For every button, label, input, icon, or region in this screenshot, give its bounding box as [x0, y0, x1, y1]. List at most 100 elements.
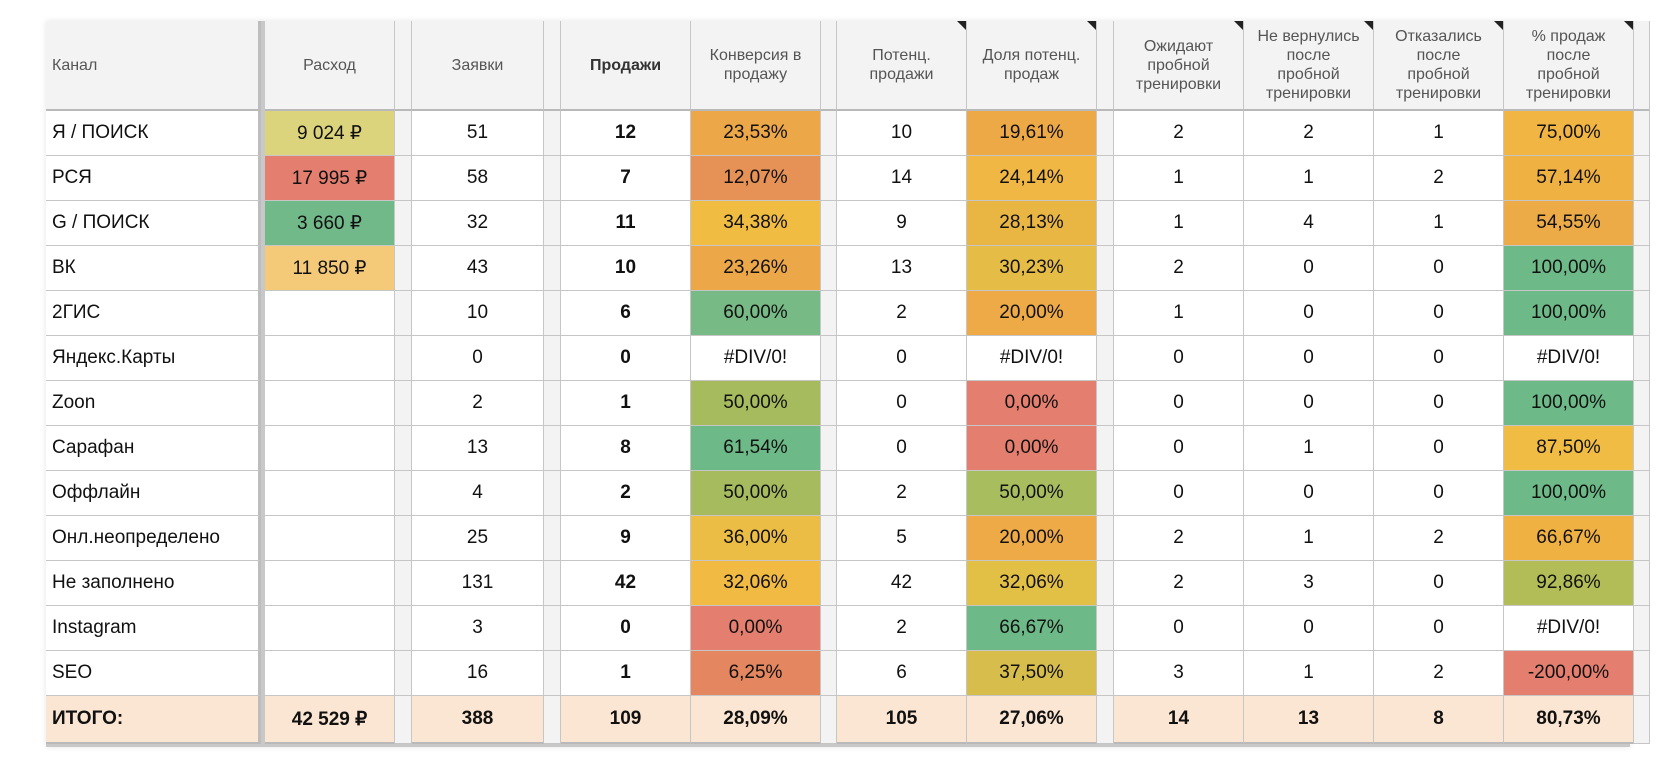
column-spacer-header[interactable]: [1634, 21, 1650, 111]
cell-not-returned[interactable]: 2: [1244, 111, 1374, 156]
header-expense[interactable]: Расход: [265, 21, 395, 111]
cell-conversion[interactable]: 23,26%: [691, 246, 821, 291]
column-spacer[interactable]: [395, 246, 412, 291]
cell-conversion[interactable]: 34,38%: [691, 201, 821, 246]
cell-channel[interactable]: 2ГИС: [46, 291, 261, 336]
cell-expense[interactable]: 11 850 ₽: [265, 246, 395, 291]
cell-potential-share[interactable]: 32,06%: [967, 561, 1097, 606]
cell-not-returned[interactable]: 3: [1244, 561, 1374, 606]
column-spacer[interactable]: [821, 561, 837, 606]
column-spacer[interactable]: [1097, 336, 1114, 381]
column-spacer[interactable]: [1097, 201, 1114, 246]
cell-awaiting-trial[interactable]: 1: [1114, 291, 1244, 336]
cell-sales-after-trial[interactable]: #DIV/0!: [1504, 606, 1634, 651]
cell-conversion[interactable]: 36,00%: [691, 516, 821, 561]
total-potential-sales[interactable]: 105: [837, 696, 967, 744]
header-requests[interactable]: Заявки: [412, 21, 544, 111]
column-spacer[interactable]: [544, 111, 561, 156]
column-spacer[interactable]: [1097, 156, 1114, 201]
column-spacer[interactable]: [821, 471, 837, 516]
column-spacer[interactable]: [1097, 471, 1114, 516]
column-spacer[interactable]: [1634, 561, 1650, 606]
cell-requests[interactable]: 4: [412, 471, 544, 516]
column-spacer[interactable]: [1097, 381, 1114, 426]
cell-potential-share[interactable]: 50,00%: [967, 471, 1097, 516]
cell-requests[interactable]: 16: [412, 651, 544, 696]
column-spacer[interactable]: [1097, 111, 1114, 156]
cell-channel[interactable]: Zoon: [46, 381, 261, 426]
cell-expense[interactable]: 17 995 ₽: [265, 156, 395, 201]
cell-requests[interactable]: 2: [412, 381, 544, 426]
column-spacer[interactable]: [1097, 696, 1114, 744]
column-spacer[interactable]: [1634, 651, 1650, 696]
column-spacer[interactable]: [1634, 291, 1650, 336]
total-sales[interactable]: 109: [561, 696, 691, 744]
cell-sales-after-trial[interactable]: -200,00%: [1504, 651, 1634, 696]
cell-refused[interactable]: 0: [1374, 471, 1504, 516]
column-spacer[interactable]: [1634, 381, 1650, 426]
column-spacer[interactable]: [821, 336, 837, 381]
cell-sales[interactable]: 12: [561, 111, 691, 156]
cell-conversion[interactable]: #DIV/0!: [691, 336, 821, 381]
cell-potential-sales[interactable]: 5: [837, 516, 967, 561]
cell-requests[interactable]: 32: [412, 201, 544, 246]
cell-conversion[interactable]: 32,06%: [691, 561, 821, 606]
column-spacer[interactable]: [395, 471, 412, 516]
cell-sales-after-trial[interactable]: 54,55%: [1504, 201, 1634, 246]
column-spacer[interactable]: [1097, 606, 1114, 651]
column-spacer[interactable]: [821, 156, 837, 201]
total-requests[interactable]: 388: [412, 696, 544, 744]
cell-sales[interactable]: 11: [561, 201, 691, 246]
cell-potential-sales[interactable]: 2: [837, 606, 967, 651]
cell-sales-after-trial[interactable]: #DIV/0!: [1504, 336, 1634, 381]
header-potential-sales[interactable]: Потенц. продажи: [837, 21, 967, 111]
cell-channel[interactable]: Оффлайн: [46, 471, 261, 516]
cell-refused[interactable]: 0: [1374, 381, 1504, 426]
cell-requests[interactable]: 25: [412, 516, 544, 561]
cell-sales[interactable]: 1: [561, 381, 691, 426]
cell-requests[interactable]: 13: [412, 426, 544, 471]
cell-refused[interactable]: 2: [1374, 156, 1504, 201]
cell-refused[interactable]: 0: [1374, 336, 1504, 381]
column-spacer[interactable]: [1634, 471, 1650, 516]
cell-awaiting-trial[interactable]: 0: [1114, 606, 1244, 651]
cell-requests[interactable]: 3: [412, 606, 544, 651]
total-refused[interactable]: 8: [1374, 696, 1504, 744]
cell-not-returned[interactable]: 0: [1244, 291, 1374, 336]
cell-awaiting-trial[interactable]: 2: [1114, 111, 1244, 156]
cell-conversion[interactable]: 23,53%: [691, 111, 821, 156]
column-spacer[interactable]: [395, 651, 412, 696]
cell-channel[interactable]: G / ПОИСК: [46, 201, 261, 246]
cell-awaiting-trial[interactable]: 0: [1114, 381, 1244, 426]
total-conversion[interactable]: 28,09%: [691, 696, 821, 744]
total-potential-share[interactable]: 27,06%: [967, 696, 1097, 744]
column-spacer[interactable]: [821, 246, 837, 291]
column-spacer[interactable]: [821, 426, 837, 471]
column-spacer[interactable]: [544, 561, 561, 606]
column-spacer[interactable]: [821, 606, 837, 651]
cell-sales-after-trial[interactable]: 100,00%: [1504, 291, 1634, 336]
cell-potential-share[interactable]: 20,00%: [967, 516, 1097, 561]
cell-awaiting-trial[interactable]: 3: [1114, 651, 1244, 696]
cell-sales[interactable]: 2: [561, 471, 691, 516]
cell-potential-share[interactable]: 28,13%: [967, 201, 1097, 246]
cell-expense[interactable]: [265, 471, 395, 516]
cell-not-returned[interactable]: 0: [1244, 336, 1374, 381]
cell-sales-after-trial[interactable]: 100,00%: [1504, 246, 1634, 291]
cell-refused[interactable]: 0: [1374, 426, 1504, 471]
cell-sales[interactable]: 0: [561, 606, 691, 651]
total-expense[interactable]: 42 529 ₽: [265, 696, 395, 744]
column-spacer[interactable]: [1097, 246, 1114, 291]
header-not-returned[interactable]: Не вернулись после пробной тренировки: [1244, 21, 1374, 111]
column-spacer-header[interactable]: [1097, 21, 1114, 111]
cell-not-returned[interactable]: 0: [1244, 246, 1374, 291]
cell-expense[interactable]: 9 024 ₽: [265, 111, 395, 156]
cell-refused[interactable]: 1: [1374, 111, 1504, 156]
cell-conversion[interactable]: 0,00%: [691, 606, 821, 651]
cell-conversion[interactable]: 50,00%: [691, 471, 821, 516]
cell-conversion[interactable]: 60,00%: [691, 291, 821, 336]
cell-potential-sales[interactable]: 0: [837, 336, 967, 381]
cell-awaiting-trial[interactable]: 2: [1114, 246, 1244, 291]
cell-channel[interactable]: ВК: [46, 246, 261, 291]
cell-potential-share[interactable]: 20,00%: [967, 291, 1097, 336]
